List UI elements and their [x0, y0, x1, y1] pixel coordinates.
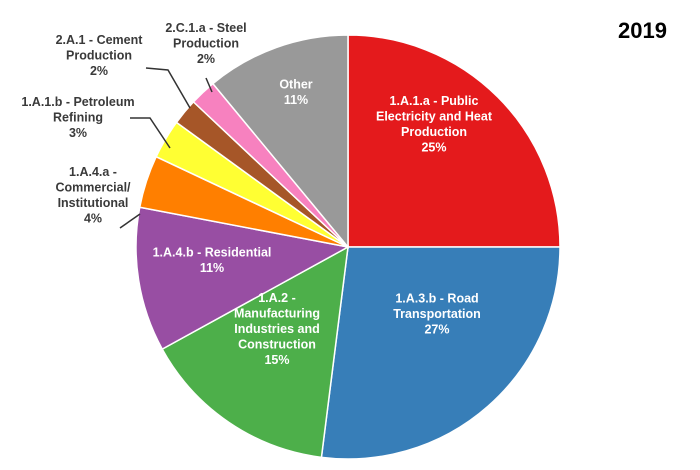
- slice-label-line: 2.A.1 - Cement: [56, 33, 144, 47]
- slice-label-5: 1.A.1.b - Petroleum Refining 3%: [21, 95, 134, 140]
- pie-slice-1: [320, 246, 561, 460]
- slice-label-line: Electricity and Heat: [376, 109, 493, 123]
- slice-label-line: Production: [401, 125, 467, 139]
- pie-slice-3: [135, 206, 351, 351]
- leader-line-4: [119, 213, 141, 229]
- slice-label-8: Other 11%: [279, 77, 312, 107]
- slice-label-line: Institutional: [58, 196, 129, 210]
- slice-percent: 4%: [84, 212, 102, 226]
- slice-percent: 11%: [200, 261, 224, 275]
- slice-label-line: 1.A.3.b - Road: [395, 292, 478, 306]
- slice-label-4: 1.A.4.a - Commercial/Institutional 4%: [55, 165, 131, 226]
- slice-label-line: Transportation: [393, 307, 481, 321]
- slice-label-6: 2.A.1 - Cement Production 2%: [56, 33, 144, 78]
- leader-line-6: [145, 67, 191, 109]
- slice-label-line: Commercial/: [55, 181, 131, 195]
- slice-label-line: Other: [279, 77, 312, 91]
- slice-label-7: 2.C.1.a - Steel Production 2%: [165, 21, 246, 66]
- slice-label-0: 1.A.1.a - Public Electricity and Heat Prod…: [376, 94, 493, 155]
- pie-slice-2: [161, 245, 349, 459]
- slice-percent: 2%: [197, 52, 215, 66]
- slice-label-line: Manufacturing: [234, 307, 320, 321]
- slice-label-line: 2.C.1.a - Steel: [165, 21, 246, 35]
- slice-percent: 3%: [69, 126, 87, 140]
- leader-line-5: [130, 117, 171, 149]
- slice-label-line: Production: [173, 37, 239, 51]
- slice-label-2: 1.A.2 - Manufacturing Industries and Constr…: [234, 291, 320, 367]
- slice-label-line: 1.A.1.a - Public: [390, 94, 479, 108]
- slice-percent: 11%: [284, 93, 308, 107]
- chart-title: 2019: [618, 18, 667, 43]
- slice-label-line: 1.A.1.b - Petroleum: [21, 95, 134, 109]
- slice-label-line: Construction: [238, 338, 316, 352]
- slice-label-line: 1.A.4.b - Residential: [153, 245, 272, 259]
- slice-label-1: 1.A.3.b - Road Transportation 27%: [393, 292, 481, 337]
- slice-percent: 15%: [264, 353, 289, 367]
- slice-label-line: 1.A.4.a -: [69, 165, 117, 179]
- pie-slice-8: [211, 34, 349, 250]
- slice-percent: 27%: [424, 323, 449, 337]
- slice-percent: 2%: [90, 64, 108, 78]
- pie-slice-0: [347, 34, 561, 248]
- slice-percent: 25%: [421, 140, 446, 154]
- slice-label-line: 1.A.2 -: [258, 291, 296, 305]
- slice-label-line: Refining: [53, 111, 103, 125]
- slice-label-3: 1.A.4.b - Residential 11%: [153, 245, 272, 275]
- slice-label-line: Industries and: [234, 322, 319, 336]
- slice-label-line: Production: [66, 49, 132, 63]
- leader-line-7: [205, 77, 213, 93]
